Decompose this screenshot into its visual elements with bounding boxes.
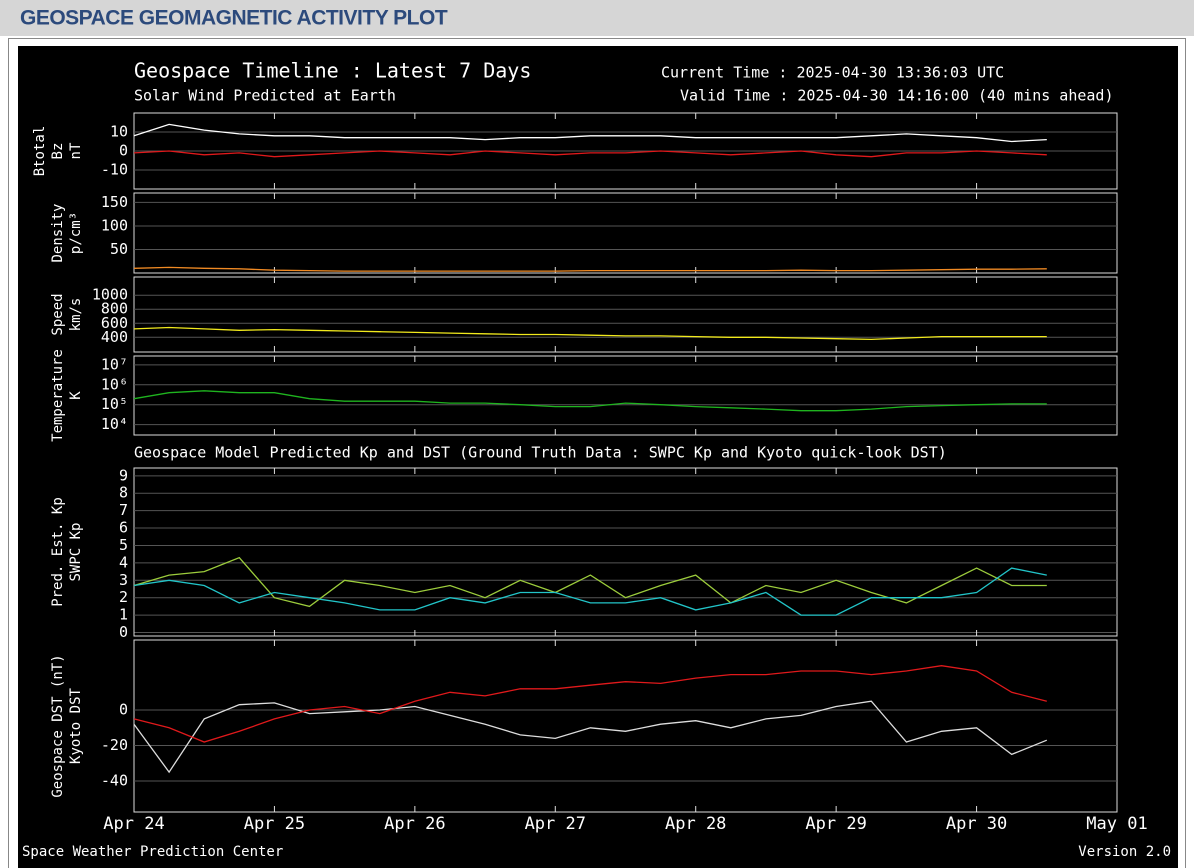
y-tick-label: 8	[119, 484, 128, 502]
y-tick-label: 150	[101, 193, 128, 211]
series-line	[133, 123, 1047, 143]
panel-frame	[133, 639, 1118, 813]
series-line	[133, 266, 1047, 272]
y-tick-label: 9	[119, 466, 128, 484]
y-tick-label: 0	[119, 142, 128, 160]
y-tick-label: 10⁷	[101, 355, 128, 373]
y-tick-label: 50	[110, 240, 128, 258]
header-title: GEOSPACE GEOMAGNETIC ACTIVITY PLOT	[20, 7, 448, 30]
series-line	[133, 556, 1047, 608]
x-tick-label: May 01	[1086, 814, 1147, 834]
footer-left: Space Weather Prediction Center	[22, 844, 283, 860]
x-tick-label: Apr 24	[103, 814, 164, 834]
y-axis-label: Pred. Est. Kp	[50, 497, 66, 607]
y-axis-label: Geospace DST (nT)	[50, 654, 66, 797]
y-tick-label: 10⁶	[101, 375, 128, 393]
series-line	[133, 700, 1048, 774]
plot-title: Geospace Timeline : Latest 7 Days	[134, 59, 531, 83]
header-bar	[0, 0, 1194, 36]
y-tick-label: -20	[101, 736, 128, 754]
panel-frame	[133, 467, 1118, 637]
valid-time: Valid Time : 2025-04-30 14:16:00 (40 min…	[680, 87, 1113, 105]
y-axis-label: nT	[68, 142, 84, 159]
y-tick-label: 10⁴	[101, 415, 128, 433]
y-axis-label: Btotal	[32, 126, 48, 177]
current-time: Current Time : 2025-04-30 13:36:03 UTC	[661, 64, 1004, 82]
y-tick-label: 10	[110, 123, 128, 141]
y-axis-label: Density	[50, 203, 66, 262]
x-tick-label: Apr 25	[244, 814, 305, 834]
footer-right: Version 2.0	[1078, 844, 1171, 860]
y-tick-label: 800	[101, 300, 128, 318]
y-tick-label: 5	[119, 536, 128, 554]
y-axis-label: Kyoto DST	[68, 688, 84, 764]
y-tick-label: 4	[119, 553, 128, 571]
y-tick-label: 400	[101, 328, 128, 346]
series-line	[133, 150, 1047, 158]
y-tick-label: 1000	[92, 286, 128, 304]
plot-bg	[18, 46, 1178, 868]
plot-subtitle: Solar Wind Predicted at Earth	[134, 87, 396, 105]
y-tick-label: -40	[101, 771, 128, 789]
y-tick-label: -10	[101, 161, 128, 179]
y-tick-label: 10⁵	[101, 395, 128, 413]
y-tick-label: 7	[119, 501, 128, 519]
panel-frame	[133, 192, 1118, 274]
panel-frame	[133, 276, 1118, 353]
y-axis-label: p/cm³	[68, 212, 84, 254]
panel-frame	[133, 355, 1118, 436]
y-axis-label: Temperature	[50, 349, 66, 442]
x-tick-label: Apr 30	[946, 814, 1007, 834]
x-tick-label: Apr 26	[384, 814, 445, 834]
y-tick-label: 100	[101, 216, 128, 234]
y-axis-label: K	[68, 391, 84, 400]
panel-title: Geospace Model Predicted Kp and DST (Gro…	[134, 444, 947, 462]
y-tick-label: 1	[119, 606, 128, 624]
y-tick-label: 3	[119, 571, 128, 589]
y-tick-label: 0	[119, 623, 128, 641]
x-tick-label: Apr 27	[525, 814, 586, 834]
y-axis-label: Speed	[50, 293, 66, 335]
y-tick-label: 2	[119, 588, 128, 606]
y-tick-label: 0	[119, 701, 128, 719]
y-tick-label: 600	[101, 314, 128, 332]
series-line	[133, 665, 1047, 743]
y-axis-label: SWPC Kp	[68, 522, 84, 581]
y-axis-label: km/s	[68, 298, 84, 332]
y-axis-label: Bz	[50, 143, 66, 160]
series-line	[133, 326, 1047, 341]
x-tick-label: Apr 28	[665, 814, 726, 834]
series-line	[133, 567, 1047, 616]
y-tick-label: 6	[119, 519, 128, 537]
series-line	[133, 390, 1047, 412]
x-tick-label: Apr 29	[805, 814, 866, 834]
